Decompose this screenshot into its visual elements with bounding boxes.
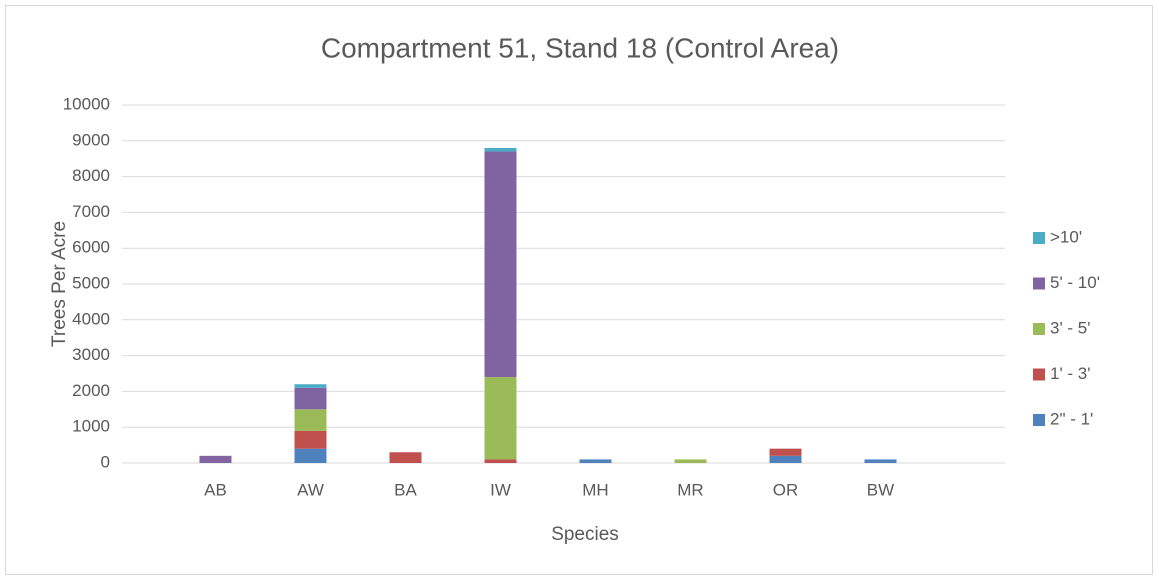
legend-label: 5' - 10' [1050,273,1100,292]
legend-swatch [1033,232,1045,244]
bar-segment [294,387,327,410]
legend-label: 3' - 5' [1050,318,1091,337]
bar-segment [769,448,802,456]
legend-label: 1' - 3' [1050,364,1091,383]
legend-swatch [1033,277,1045,290]
y-tick-label: 8000 [72,166,110,185]
x-tick-label: OR [773,480,799,499]
bar-segment [199,455,232,463]
x-tick-label: MR [677,480,703,499]
y-tick-label: 6000 [72,238,110,257]
legend-swatch [1033,368,1045,381]
y-tick-label: 10000 [63,94,110,113]
y-tick-label: 2000 [72,381,110,400]
bar-segment [769,455,802,463]
bar-segment [389,452,422,463]
bar-segment [294,448,327,463]
y-tick-label: 4000 [72,309,110,328]
x-tick-label: MH [582,480,608,499]
bar-segment [484,377,517,460]
y-tick-label: 3000 [72,345,110,364]
chart-border [5,5,1153,575]
y-tick-label: 9000 [72,130,110,149]
y-tick-label: 5000 [72,273,110,292]
legend-label: 2" - 1' [1050,409,1093,428]
x-tick-label: BA [394,480,417,499]
x-tick-label: BW [867,480,894,499]
x-tick-label: AB [204,480,227,499]
y-tick-label: 1000 [72,417,110,436]
legend-swatch [1033,323,1045,335]
bar-segment [294,430,327,449]
x-tick-label: AW [297,480,324,499]
legend-label: >10' [1050,227,1082,246]
legend-swatch [1033,414,1045,426]
bar-segment [864,459,897,463]
y-axis-title: Trees Per Acre [49,221,70,347]
bar-segment [674,459,707,463]
bar-segment [484,459,517,463]
chart-title: Compartment 51, Stand 18 (Control Area) [321,32,839,63]
x-axis-title: Species [551,524,619,545]
bar-segment [484,147,517,152]
bar-segment [294,409,327,431]
y-tick-label: 0 [101,452,110,471]
y-tick-label: 7000 [72,202,110,221]
bar-segment [484,151,517,378]
x-tick-label: IW [490,480,511,499]
bar-segment [294,384,327,388]
bar-segment [579,459,612,463]
